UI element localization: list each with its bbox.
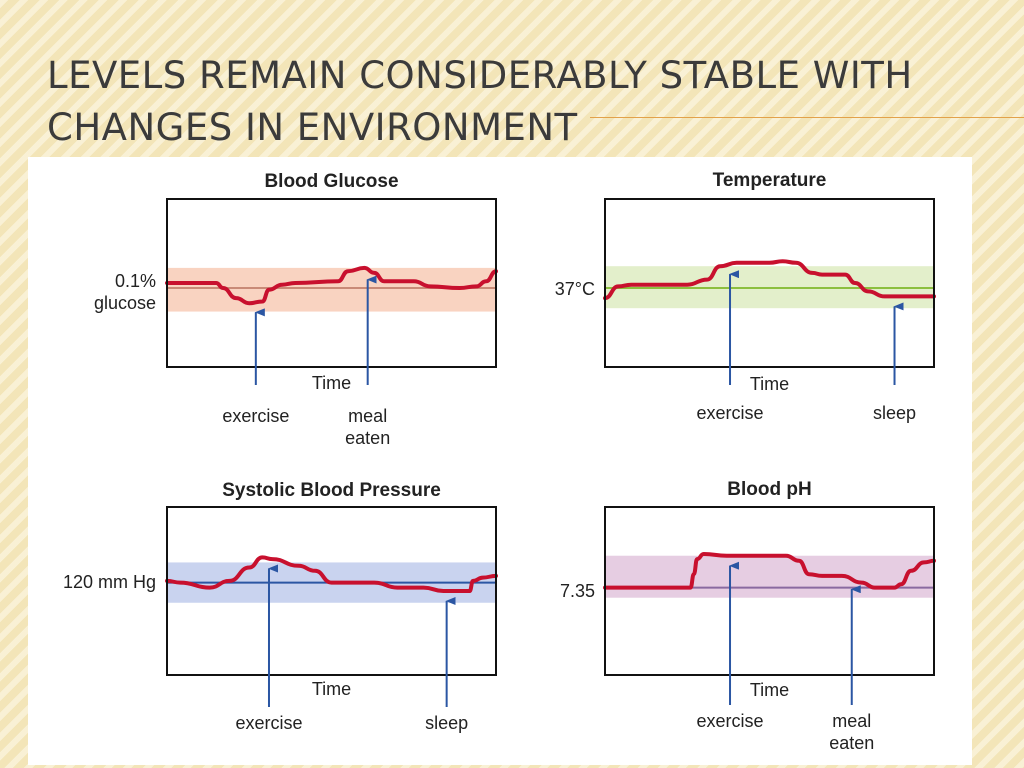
temperature-chart: Temperature 37°C Time exercise sleep — [555, 170, 936, 423]
temperature-annotation-label: exercise — [697, 403, 764, 423]
glucose-plot-frame — [166, 198, 497, 368]
pressure-chart: Systolic Blood Pressure 120 mm Hg Time exer… — [63, 480, 498, 733]
glucose-chart: Blood Glucose 0.1%glucose Time exercise meal… — [94, 171, 498, 448]
temperature-chart-title: Temperature — [713, 170, 827, 191]
homeostasis-figure: Blood Glucose 0.1% glucose Time exercise meal… — [28, 157, 972, 765]
glucose-chart-title: Blood Glucose — [264, 171, 398, 192]
glucose-setpoint-label: 0.1% — [115, 271, 156, 291]
glucose-annotation-label: eaten — [345, 428, 390, 448]
ph-setpoint-label: 7.35 — [560, 581, 595, 601]
glucose-annotation-label: exercise — [222, 406, 289, 426]
ph-chart-title: Blood pH — [727, 479, 811, 500]
ph-plot-frame — [604, 506, 935, 676]
glucose-normal-range-band — [167, 267, 496, 312]
temperature-setpoint-label: 37°C — [555, 279, 595, 299]
ph-annotation-label: meal — [832, 711, 871, 731]
glucose-annotation-label: meal — [348, 406, 387, 426]
pressure-x-axis-label: Time — [312, 679, 351, 699]
pressure-level-curve — [165, 555, 498, 593]
pressure-chart-title: Systolic Blood Pressure — [222, 480, 441, 501]
temperature-level-curve — [603, 259, 936, 301]
glucose-x-axis-label: Time — [312, 373, 351, 393]
slide-title-line-2: changes in environment — [47, 106, 578, 149]
ph-level-curve — [603, 552, 936, 590]
homeostasis-charts-svg: Blood Glucose 0.1%glucose Time exercise meal… — [63, 170, 936, 753]
temperature-x-axis-label: Time — [750, 374, 789, 394]
ph-annotation-label: eaten — [829, 733, 874, 753]
pressure-annotation-label: exercise — [235, 713, 302, 733]
pressure-setpoint-label: 120 mm Hg — [63, 572, 156, 592]
pressure-plot-frame — [166, 506, 497, 676]
temperature-plot-frame — [604, 198, 935, 368]
ph-annotation-label: exercise — [697, 711, 764, 731]
slide-title-line-1: Levels remain considerably stable with — [47, 54, 913, 97]
pressure-annotation-label: sleep — [425, 713, 468, 733]
glucose-setpoint-label: glucose — [94, 293, 156, 313]
glucose-level-curve — [165, 265, 498, 306]
slide-title: Levels remain considerably stable with c… — [47, 50, 987, 154]
ph-x-axis-label: Time — [750, 680, 789, 700]
temperature-annotation-label: sleep — [873, 403, 916, 423]
ph-normal-range-band — [605, 555, 934, 598]
title-underline — [590, 117, 1024, 118]
